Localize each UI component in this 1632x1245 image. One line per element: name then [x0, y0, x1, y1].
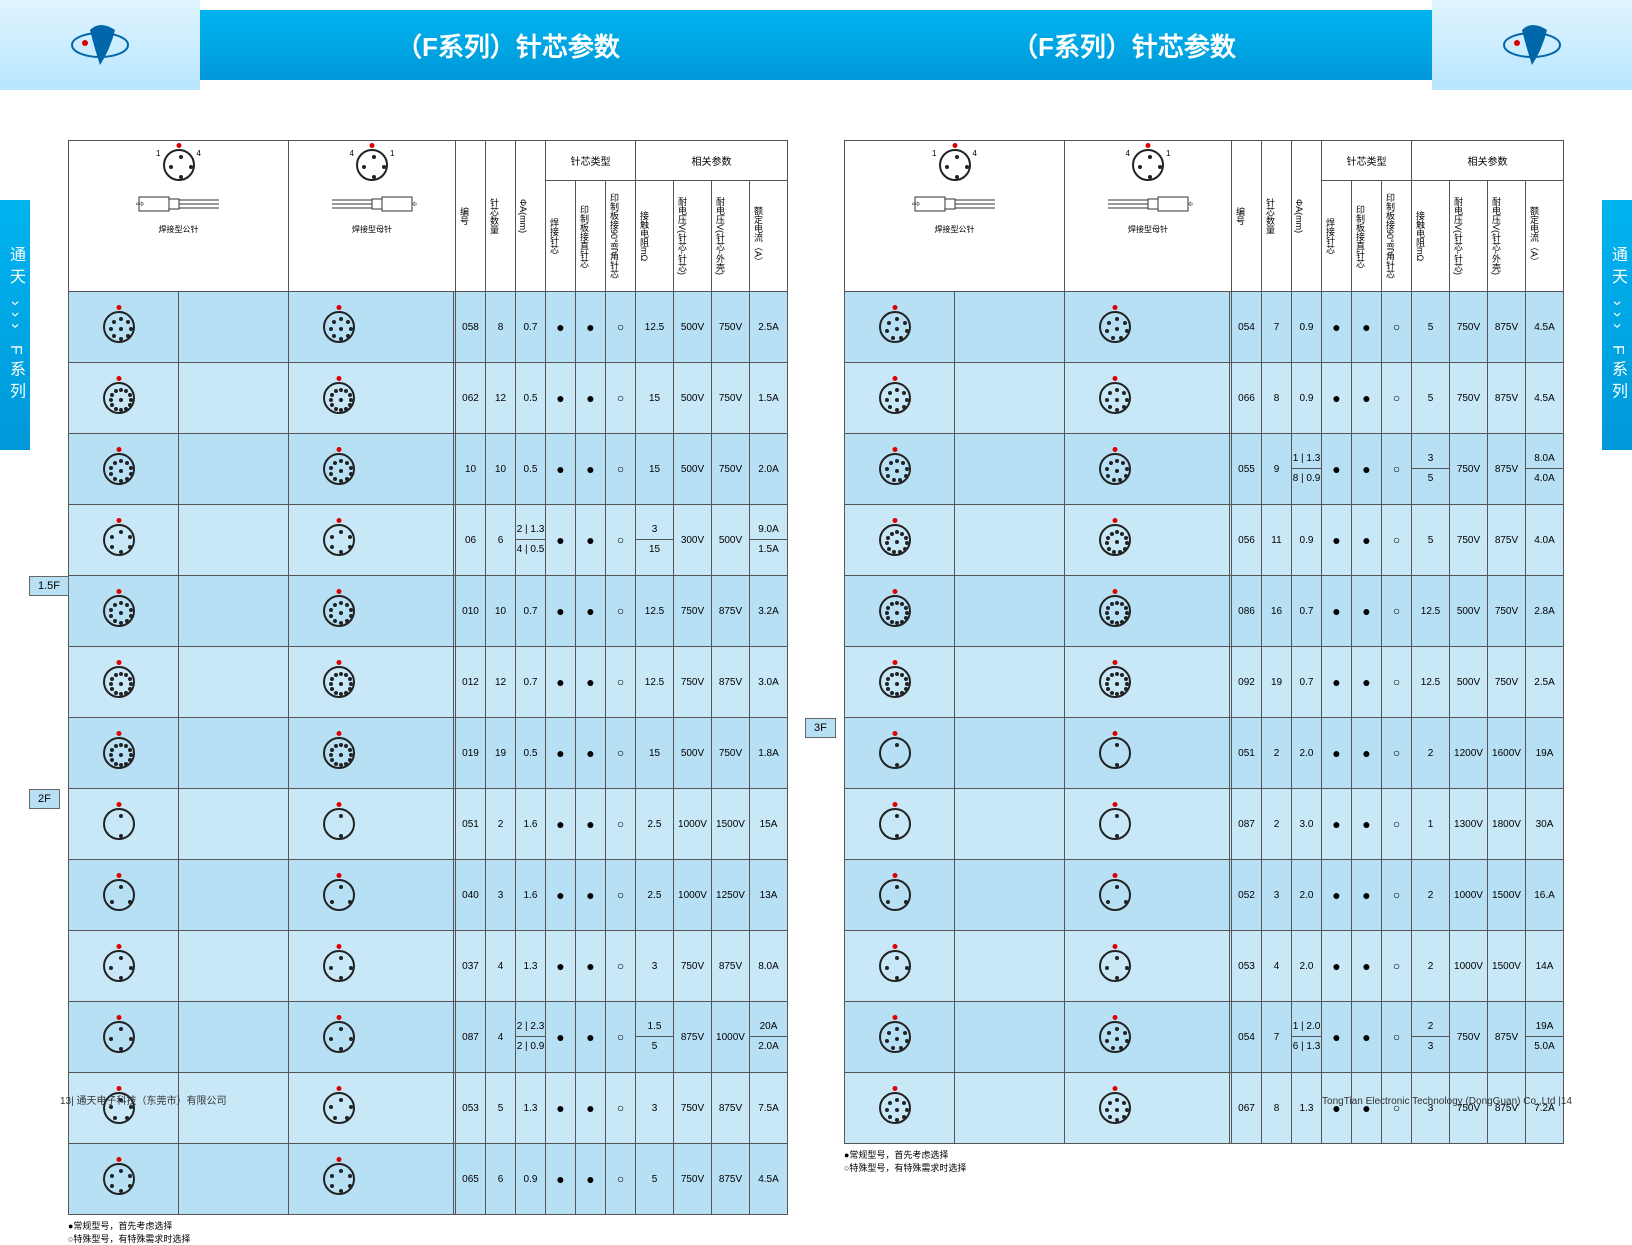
- table-row: 040 3 1.6 ● ● ○ 2.5 1000V 1250V 13A: [69, 860, 788, 931]
- legend-line2: ○特殊型号，有特殊需求时选择: [844, 1161, 1564, 1174]
- table-row: 012 12 0.7 ● ● ○ 12.5 750V 875V 3.0A: [69, 647, 788, 718]
- svg-text:⇨: ⇨: [136, 199, 144, 210]
- right-page: 14 ⇨ 焊接型公针 41 ⇦ 焊接型母针 编号 针芯数量 ΦA(mm) 针芯类…: [844, 140, 1564, 1245]
- legend-right: ●常规型号，首先考虑选择 ○特殊型号，有特殊需求时选择: [844, 1148, 1564, 1174]
- spec-table-left: 14 ⇨ 焊接型公针 41 ⇦ 焊接型母针 编号 针芯数量 ΦA(mm) 针芯类…: [68, 140, 788, 1215]
- tongtian-logo-icon: [1502, 15, 1562, 75]
- tongtian-logo-icon: [70, 15, 130, 75]
- left-page: 14 ⇨ 焊接型公针 41 ⇦ 焊接型母针 编号 针芯数量 ΦA(mm) 针芯类…: [68, 140, 788, 1245]
- table-row: 065 6 0.9 ● ● ○ 5 750V 875V 4.5A: [69, 1144, 788, 1215]
- table-row: 06 6 2 | 1.34 | 0.5 ● ● ○ 315 300V 500V …: [69, 505, 788, 576]
- svg-text:⇦: ⇦: [412, 199, 417, 210]
- side-tab-right: 通天 ››› F系列: [1602, 200, 1632, 450]
- footer-right: TongTian Electronic Technology (DongGuan…: [1322, 1096, 1572, 1107]
- pages-container: 14 ⇨ 焊接型公针 41 ⇦ 焊接型母针 编号 针芯数量 ΦA(mm) 针芯类…: [0, 90, 1632, 1245]
- table-row: 053 5 1.3 ● ● ○ 3 750V 875V 7.5A: [69, 1073, 788, 1144]
- svg-text:⇦: ⇦: [1188, 199, 1193, 210]
- title-left: （F系列）针芯参数: [396, 27, 620, 64]
- table-row: 2F 051 2 1.6 ● ● ○ 2.5 1000V 1500V 15A: [69, 789, 788, 860]
- table-row: 10 10 0.5 ● ● ○ 15 500V 750V 2.0A: [69, 434, 788, 505]
- legend-line2: ○特殊型号，有特殊需求时选择: [68, 1232, 788, 1245]
- table-row: 058 8 0.7 ● ● ○ 12.5 500V 750V 2.5A: [69, 292, 788, 363]
- table-row: 067 8 1.3 ● ● ○ 3 750V 875V 7.2A: [845, 1073, 1564, 1144]
- spec-table-right: 14 ⇨ 焊接型公针 41 ⇦ 焊接型母针 编号 针芯数量 ΦA(mm) 针芯类…: [844, 140, 1564, 1144]
- table-row: 086 16 0.7 ● ● ○ 12.5 500V 750V 2.8A: [845, 576, 1564, 647]
- footer-left: 13| 通天电子科技（东莞市）有限公司: [60, 1092, 227, 1107]
- table-row: 1.5F 010 10 0.7 ● ● ○ 12.5 750V 875V 3.2…: [69, 576, 788, 647]
- legend-line1: ●常规型号，首先考虑选择: [844, 1148, 1564, 1161]
- table-row: 062 12 0.5 ● ● ○ 15 500V 750V 1.5A: [69, 363, 788, 434]
- legend-line1: ●常规型号，首先考虑选择: [68, 1219, 788, 1232]
- legend-left: ●常规型号，首先考虑选择 ○特殊型号，有特殊需求时选择: [68, 1219, 788, 1245]
- table-row: 037 4 1.3 ● ● ○ 3 750V 875V 8.0A: [69, 931, 788, 1002]
- table-row: 056 11 0.9 ● ● ○ 5 750V 875V 4.0A: [845, 505, 1564, 576]
- table-row: 019 19 0.5 ● ● ○ 15 500V 750V 1.8A: [69, 718, 788, 789]
- section-label: 3F: [805, 718, 836, 738]
- logo-left: [0, 0, 200, 90]
- logo-right: [1432, 0, 1632, 90]
- table-row: 3F 051 2 2.0 ● ● ○ 2 1200V 1600V 19A: [845, 718, 1564, 789]
- table-row: 053 4 2.0 ● ● ○ 2 1000V 1500V 14A: [845, 931, 1564, 1002]
- table-row: 055 9 1 | 1.38 | 0.9 ● ● ○ 35 750V 875V …: [845, 434, 1564, 505]
- section-label: 2F: [29, 789, 60, 809]
- page-header: （F系列）针芯参数 （F系列）针芯参数: [0, 0, 1632, 90]
- section-label: 1.5F: [29, 576, 69, 596]
- table-row: 052 3 2.0 ● ● ○ 2 1000V 1500V 16.A: [845, 860, 1564, 931]
- svg-text:⇨: ⇨: [912, 199, 920, 210]
- table-row: 087 2 3.0 ● ● ○ 1 1300V 1800V 30A: [845, 789, 1564, 860]
- table-row: 092 19 0.7 ● ● ○ 12.5 500V 750V 2.5A: [845, 647, 1564, 718]
- table-row: 054 7 1 | 2.06 | 1.3 ● ● ○ 23 750V 875V …: [845, 1002, 1564, 1073]
- table-row: 066 8 0.9 ● ● ○ 5 750V 875V 4.5A: [845, 363, 1564, 434]
- side-tab-left: 通天 ››› F系列: [0, 200, 30, 450]
- table-row: 087 4 2 | 2.32 | 0.9 ● ● ○ 1.55 875V 100…: [69, 1002, 788, 1073]
- title-band: （F系列）针芯参数 （F系列）针芯参数: [200, 10, 1432, 80]
- table-row: 054 7 0.9 ● ● ○ 5 750V 875V 4.5A: [845, 292, 1564, 363]
- title-right: （F系列）针芯参数: [1012, 27, 1236, 64]
